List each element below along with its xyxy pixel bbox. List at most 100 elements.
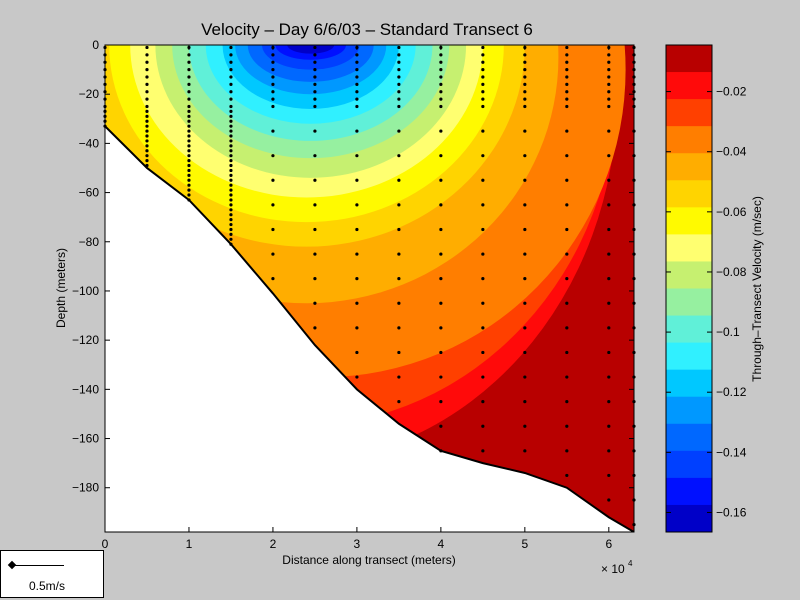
station-10-marker xyxy=(523,53,527,57)
station-3-marker xyxy=(229,188,233,192)
station-8-marker xyxy=(439,375,443,379)
station-5-marker xyxy=(313,60,317,64)
x-axis-label: Distance along transect (meters) xyxy=(282,553,455,567)
station-2-marker xyxy=(187,75,191,79)
colorbar-band xyxy=(666,504,712,533)
station-8-marker xyxy=(439,104,443,109)
station-9-marker xyxy=(481,154,485,158)
station-6-marker xyxy=(355,97,359,101)
colorbar-band xyxy=(666,477,712,506)
colorbar-tick-label: −0.1 xyxy=(716,325,740,339)
station-10-marker xyxy=(523,400,527,404)
station-5-marker xyxy=(313,227,317,232)
station-10-marker xyxy=(523,67,527,72)
colorbar-label: Through–Transect Velocity (m/sec) xyxy=(750,196,764,382)
station-11-marker xyxy=(565,82,569,86)
station-10-marker xyxy=(523,424,527,428)
station-5-marker xyxy=(313,75,317,79)
station-10-marker xyxy=(523,154,527,158)
station-4-marker xyxy=(271,154,275,158)
station-7-marker xyxy=(397,252,401,256)
station-9-marker xyxy=(481,75,485,79)
station-9-marker xyxy=(481,277,485,281)
station-11-marker xyxy=(565,473,569,478)
station-4-marker xyxy=(271,75,275,79)
station-6-marker xyxy=(355,104,359,109)
station-8-marker xyxy=(439,326,443,330)
station-11-marker xyxy=(565,97,569,101)
station-3-marker xyxy=(229,218,233,222)
station-1-marker xyxy=(145,124,149,128)
station-8-marker xyxy=(439,400,443,404)
colorbar-tick-label: −0.04 xyxy=(716,145,747,159)
station-1-marker xyxy=(145,60,149,64)
y-axis: 0 −20 −40 −60 −80 −100 −120 −140 −160 −180 xyxy=(72,38,634,495)
y-tick-label: −20 xyxy=(79,87,100,101)
station-12-marker xyxy=(607,60,611,64)
station-8-marker xyxy=(439,178,443,182)
station-8-marker xyxy=(439,252,443,256)
station-1-marker xyxy=(145,163,149,168)
station-3-marker xyxy=(229,82,233,86)
station-3-marker xyxy=(229,173,233,177)
station-3-marker xyxy=(229,129,233,133)
station-7-marker xyxy=(397,375,401,379)
colorbar-band xyxy=(666,45,712,73)
station-3-marker xyxy=(229,222,233,227)
x-tick-label: 0 xyxy=(102,537,109,551)
station-2-marker xyxy=(187,114,191,118)
station-3-marker xyxy=(229,149,233,153)
station-6-marker xyxy=(355,350,359,355)
station-1-marker xyxy=(145,45,149,50)
station-3-marker xyxy=(229,119,233,123)
station-5-marker xyxy=(313,45,317,50)
station-5-marker xyxy=(313,203,317,207)
station-2-marker xyxy=(187,144,191,148)
station-2-marker xyxy=(187,82,191,86)
station-2-marker xyxy=(187,129,191,133)
station-9-marker xyxy=(481,400,485,404)
station-9-marker xyxy=(481,67,485,72)
station-4-marker xyxy=(271,90,275,94)
x-tick-label: 6 xyxy=(605,537,612,551)
x-multiplier: × 10 4 xyxy=(601,559,633,576)
station-10-marker xyxy=(523,60,527,64)
field-layers xyxy=(105,45,634,532)
station-10-marker xyxy=(523,277,527,281)
station-8-marker xyxy=(439,53,443,57)
station-1-marker xyxy=(145,53,149,57)
station-10-marker xyxy=(523,75,527,79)
station-3-marker xyxy=(229,114,233,118)
station-12-marker xyxy=(607,90,611,94)
x-multiplier-base: × 10 xyxy=(601,562,625,576)
station-9-marker xyxy=(481,301,485,305)
station-9-marker xyxy=(481,326,485,330)
station-10-marker xyxy=(523,178,527,182)
station-12-marker xyxy=(607,97,611,101)
station-11-marker xyxy=(565,252,569,256)
colorbar-band xyxy=(666,396,712,425)
station-2-marker xyxy=(187,60,191,64)
station-10-marker xyxy=(523,227,527,232)
station-1-marker xyxy=(145,67,149,72)
station-7-marker xyxy=(397,90,401,94)
colorbar-tick-label: −0.16 xyxy=(716,505,747,519)
station-7-marker xyxy=(397,154,401,158)
station-7-marker xyxy=(397,75,401,79)
y-tick-label: −160 xyxy=(72,432,99,446)
station-11-marker xyxy=(565,90,569,94)
station-3-marker xyxy=(229,109,233,114)
x-tick-label: 4 xyxy=(438,537,445,551)
station-3-marker xyxy=(229,154,233,158)
station-11-marker xyxy=(565,227,569,232)
station-6-marker xyxy=(355,301,359,305)
station-11-marker xyxy=(565,449,569,453)
station-4-marker xyxy=(271,82,275,86)
y-tick-label: −60 xyxy=(79,186,100,200)
station-3-marker xyxy=(229,134,233,138)
y-axis-label: Depth (meters) xyxy=(54,248,68,328)
station-3-marker xyxy=(229,208,233,212)
station-12-marker xyxy=(607,326,611,330)
station-3-marker xyxy=(229,213,233,217)
